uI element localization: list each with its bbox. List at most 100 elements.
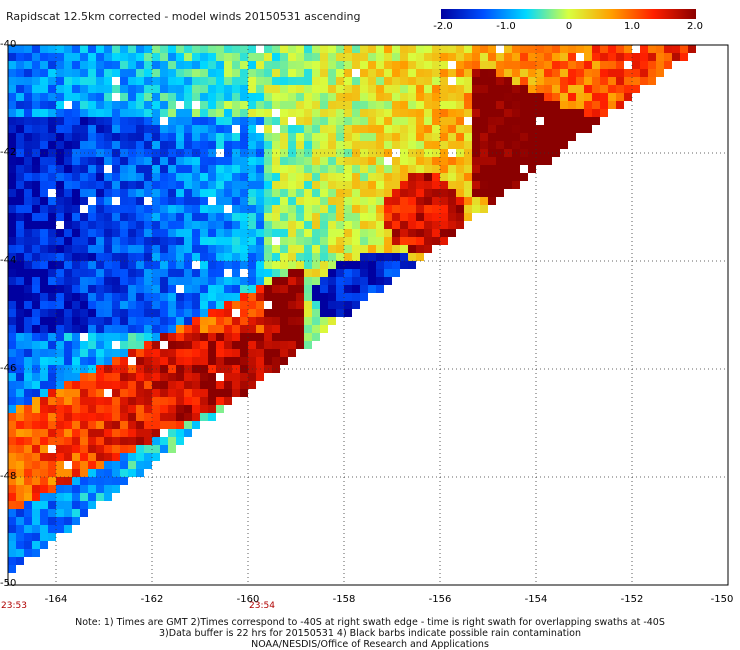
- wind-cell: [344, 101, 352, 109]
- wind-cell: [192, 229, 200, 237]
- wind-cell: [136, 469, 144, 477]
- map-frame: [7, 44, 729, 586]
- wind-cell: [72, 333, 80, 341]
- wind-cell: [216, 165, 224, 173]
- wind-cell: [72, 221, 80, 229]
- wind-cell: [72, 101, 80, 109]
- wind-cell: [64, 429, 72, 437]
- wind-cell: [296, 181, 304, 189]
- wind-cell: [152, 45, 160, 53]
- wind-cell: [592, 93, 600, 101]
- wind-cell: [272, 245, 280, 253]
- wind-cell: [16, 373, 24, 381]
- wind-cell: [296, 165, 304, 173]
- wind-cell: [296, 53, 304, 61]
- wind-cell: [64, 469, 72, 477]
- wind-cell: [432, 85, 440, 93]
- wind-cell: [152, 421, 160, 429]
- wind-cell: [464, 85, 472, 93]
- wind-cell: [8, 437, 16, 445]
- wind-cell: [96, 77, 104, 85]
- wind-cell: [152, 93, 160, 101]
- wind-cell: [48, 53, 56, 61]
- wind-cell: [424, 93, 432, 101]
- wind-cell: [464, 77, 472, 85]
- wind-cell: [512, 141, 520, 149]
- wind-cell: [296, 133, 304, 141]
- wind-cell: [272, 317, 280, 325]
- wind-cell: [384, 109, 392, 117]
- wind-cell: [304, 165, 312, 173]
- wind-cell: [384, 221, 392, 229]
- wind-cell: [8, 277, 16, 285]
- wind-cell: [272, 165, 280, 173]
- wind-cell: [352, 173, 360, 181]
- wind-cell: [336, 197, 344, 205]
- wind-cell: [24, 245, 32, 253]
- wind-cell: [216, 197, 224, 205]
- wind-cell: [88, 141, 96, 149]
- wind-cell: [144, 157, 152, 165]
- wind-cell: [552, 101, 560, 109]
- wind-cell: [120, 197, 128, 205]
- wind-cell: [24, 405, 32, 413]
- wind-cell: [104, 381, 112, 389]
- wind-cell: [432, 213, 440, 221]
- wind-cell: [160, 165, 168, 173]
- wind-cell: [208, 141, 216, 149]
- wind-cell: [464, 69, 472, 77]
- longitude-tick-label: -160: [236, 594, 260, 605]
- wind-cell: [120, 205, 128, 213]
- wind-cell: [304, 309, 312, 317]
- wind-cell: [424, 61, 432, 69]
- wind-cell: [368, 245, 376, 253]
- wind-cell: [184, 349, 192, 357]
- wind-cell: [120, 301, 128, 309]
- wind-cell: [224, 309, 232, 317]
- wind-cell: [104, 413, 112, 421]
- wind-cell: [472, 93, 480, 101]
- wind-cell: [184, 253, 192, 261]
- wind-cell: [224, 381, 232, 389]
- wind-cell: [328, 61, 336, 69]
- wind-cell: [360, 165, 368, 173]
- wind-cell: [288, 293, 296, 301]
- wind-cell: [88, 205, 96, 213]
- wind-cell: [216, 357, 224, 365]
- wind-cell: [80, 445, 88, 453]
- wind-cell: [496, 61, 504, 69]
- wind-cell: [48, 381, 56, 389]
- wind-cell: [16, 133, 24, 141]
- wind-cell: [72, 197, 80, 205]
- wind-cell: [248, 373, 256, 381]
- wind-cell: [208, 181, 216, 189]
- wind-cell: [392, 157, 400, 165]
- wind-cell: [240, 77, 248, 85]
- wind-cell: [168, 389, 176, 397]
- wind-cell: [256, 181, 264, 189]
- wind-cell: [400, 197, 408, 205]
- wind-cell: [120, 221, 128, 229]
- wind-cell: [56, 429, 64, 437]
- wind-cell: [568, 77, 576, 85]
- wind-cell: [48, 485, 56, 493]
- wind-cell: [80, 493, 88, 501]
- wind-cell: [184, 77, 192, 85]
- wind-cell: [376, 69, 384, 77]
- wind-cell: [104, 277, 112, 285]
- wind-cell: [224, 373, 232, 381]
- wind-cell: [280, 341, 288, 349]
- wind-cell: [16, 429, 24, 437]
- wind-cell: [144, 317, 152, 325]
- wind-cell: [432, 61, 440, 69]
- wind-cell: [40, 421, 48, 429]
- wind-cell: [144, 45, 152, 53]
- wind-cell: [232, 285, 240, 293]
- wind-cell: [64, 341, 72, 349]
- wind-cell: [80, 93, 88, 101]
- wind-cell: [456, 189, 464, 197]
- wind-cell: [312, 101, 320, 109]
- wind-cell: [392, 261, 400, 269]
- wind-cell: [200, 181, 208, 189]
- wind-cell: [392, 109, 400, 117]
